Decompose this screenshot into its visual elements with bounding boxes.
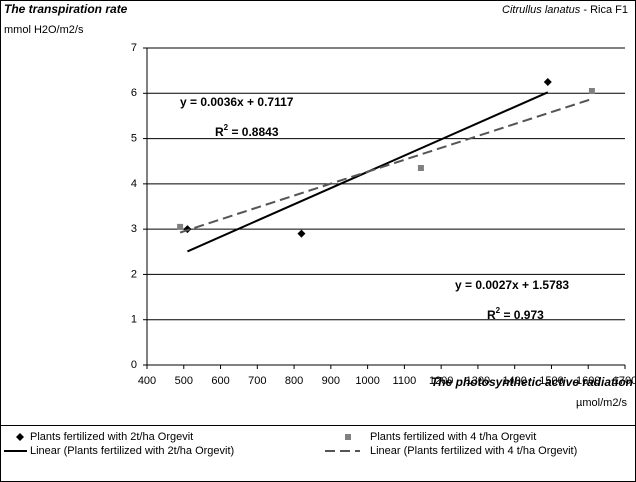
r2-exponent: 2 [496,306,501,315]
y-tick-label: 1 [131,314,137,326]
legend-label: Plants fertilized with 4 t/ha Orgevit [370,431,536,443]
trend-equation: y = 0.0027x + 1.5783 [455,278,569,292]
r2-value: = 0.8843 [228,125,279,139]
x-tick-label: 1500 [539,375,563,387]
r-squared: R2 = 0.8843 [215,123,279,139]
x-label: The photosynthetic active radiation [431,375,633,389]
x-tick-label: 1200 [429,375,453,387]
point [543,77,552,86]
y-tick-label: 2 [131,268,137,280]
x-tick-label: 1600 [576,375,600,387]
y-tick-label: 3 [131,223,137,235]
point [177,223,184,230]
x-tick-label: 1000 [355,375,379,387]
x-tick-label: 1700 [613,375,636,387]
x-tick-label: 1400 [502,375,526,387]
x-tick-label: 800 [285,375,303,387]
legend-label: Plants fertilized with 2t/ha Orgevit [30,431,193,443]
trend-equation: y = 0.0036x + 0.7117 [180,95,294,109]
r-squared: R2 = 0.973 [487,306,544,322]
x-tick-label: 600 [211,375,229,387]
y-tick-label: 6 [131,87,137,99]
y-tick-label: 4 [131,178,137,190]
point [588,88,595,95]
y-tick-label: 5 [131,132,137,144]
subtitle: Citrullus lanatus - Rica F1 [502,4,628,16]
y-tick-label: 7 [131,42,137,54]
x-tick-label: 1100 [393,375,417,387]
r2-value: = 0.973 [500,308,544,322]
legend-marker [345,434,351,440]
r2-symbol: R [215,125,224,139]
x-unit: µmol/m2/s [576,397,627,409]
y-tick-label: 0 [131,359,137,371]
variety: - Rica F1 [580,4,628,16]
r2-exponent: 2 [224,123,229,132]
x-tick-label: 1300 [466,375,490,387]
x-tick-label: 400 [138,375,156,387]
x-tick-label: 900 [322,375,340,387]
r2-symbol: R [487,308,496,322]
x-tick-label: 700 [248,375,266,387]
trendline [179,98,593,234]
x-tick-label: 500 [175,375,193,387]
legend-label: Linear (Plants fertilized with 2t/ha Org… [30,445,234,457]
species: Citrullus lanatus [502,4,581,16]
legend-label: Linear (Plants fertilized with 4 t/ha Or… [370,445,577,457]
legend-marker [16,433,24,441]
point [297,229,306,238]
chart-title: The transpiration rate [4,2,128,16]
point [417,165,424,172]
y-unit: mmol H2O/m2/s [4,24,84,36]
